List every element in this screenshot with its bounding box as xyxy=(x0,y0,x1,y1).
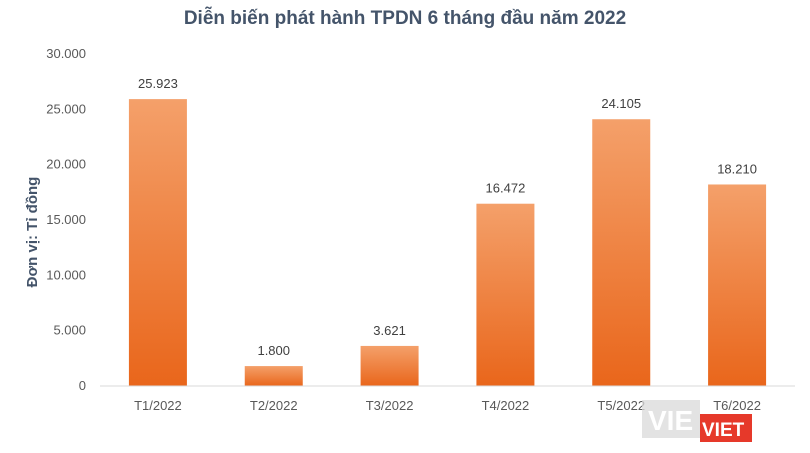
y-axis-label: Đơn vị: Tỉ đồng xyxy=(24,177,41,288)
svg-text:VIET: VIET xyxy=(702,420,745,441)
bar-t4-2022 xyxy=(476,203,535,386)
svg-text:VIE: VIE xyxy=(648,405,693,436)
x-tick-label: T1/2022 xyxy=(134,398,182,413)
bar-t2-2022 xyxy=(244,366,303,386)
x-tick-label: T4/2022 xyxy=(482,398,530,413)
y-tick-label: 15.000 xyxy=(46,212,86,227)
x-tick-label: T3/2022 xyxy=(366,398,414,413)
chart-title: Diễn biến phát hành TPDN 6 tháng đầu năm… xyxy=(183,8,627,29)
data-label: 24.105 xyxy=(601,96,641,111)
y-tick-label: 10.000 xyxy=(46,267,86,282)
y-tick-label: 0 xyxy=(79,378,86,393)
x-tick-label: T2/2022 xyxy=(250,398,298,413)
bar-t3-2022 xyxy=(360,345,419,386)
data-label: 3.621 xyxy=(373,323,406,338)
x-tick-label: T6/2022 xyxy=(713,398,761,413)
vietnam-net-logo: VIE VIET xyxy=(642,400,752,442)
x-tick-label: T5/2022 xyxy=(597,398,645,413)
data-label: 25.923 xyxy=(138,76,178,91)
data-label: 18.210 xyxy=(717,161,757,176)
bar-t1-2022 xyxy=(128,99,187,386)
data-label: 1.800 xyxy=(257,343,290,358)
bar-t5-2022 xyxy=(592,119,651,386)
bar-t6-2022 xyxy=(708,184,767,386)
y-tick-label: 30.000 xyxy=(46,46,86,61)
y-tick-label: 25.000 xyxy=(46,101,86,116)
data-label: 16.472 xyxy=(486,181,526,196)
y-tick-label: 5.000 xyxy=(53,323,86,338)
y-tick-label: 20.000 xyxy=(46,157,86,172)
